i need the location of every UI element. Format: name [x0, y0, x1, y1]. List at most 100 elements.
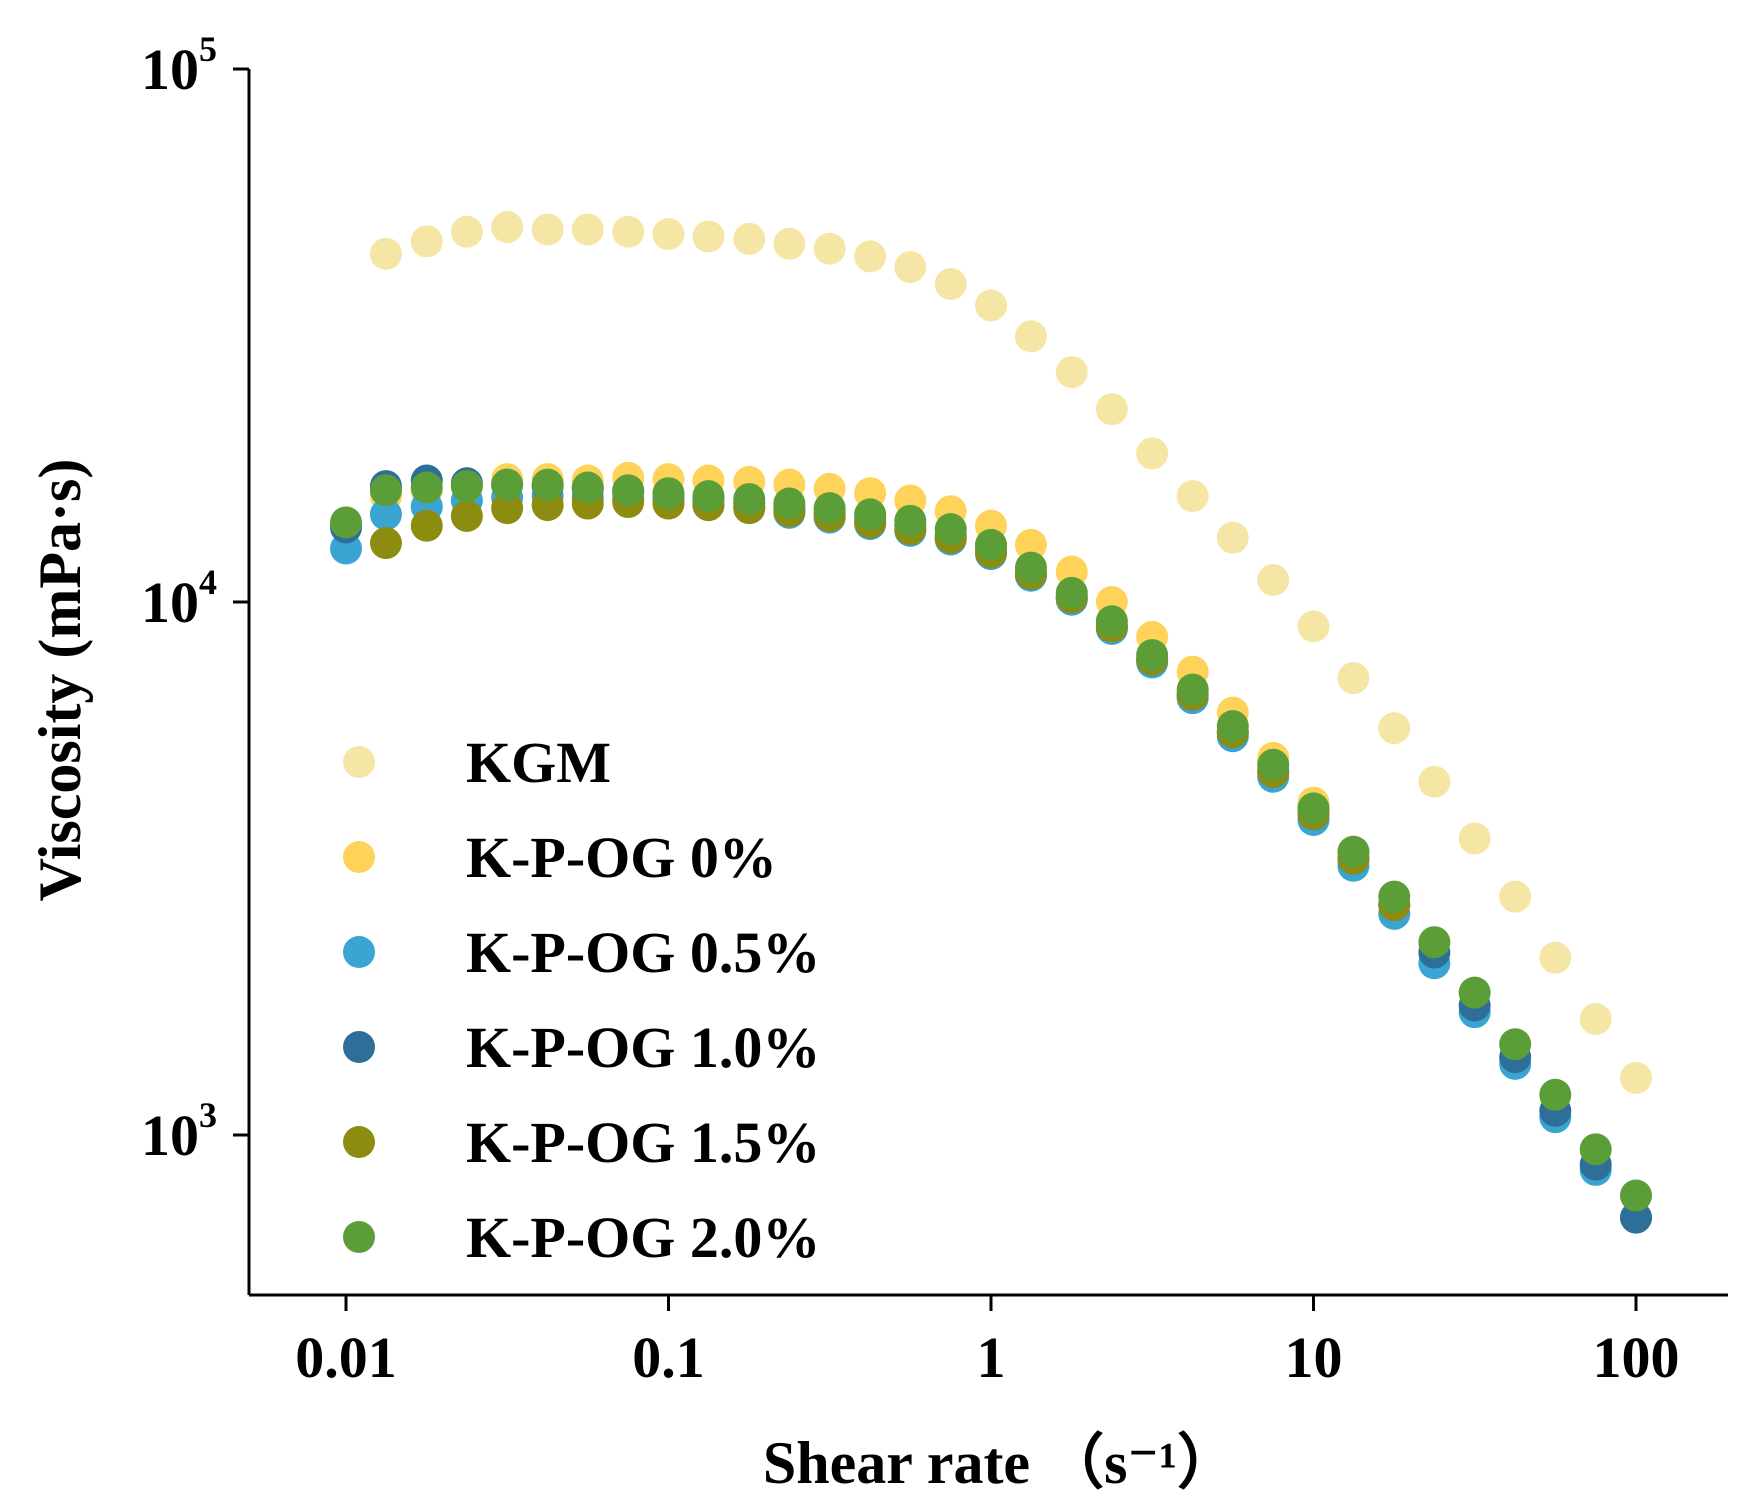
x-tick-label: 1 — [977, 1325, 1006, 1390]
data-point — [450, 499, 483, 532]
data-point — [1297, 610, 1330, 643]
data-point — [1539, 941, 1572, 974]
legend-label: K-P-OG 2.0% — [466, 1205, 820, 1270]
x-tick-label: 100 — [1593, 1325, 1680, 1390]
data-point — [813, 492, 846, 525]
data-point — [1095, 605, 1128, 638]
data-point — [1378, 880, 1411, 913]
data-point — [450, 470, 483, 503]
data-point — [1579, 1003, 1612, 1036]
data-point — [733, 483, 766, 516]
data-point — [1418, 765, 1451, 798]
series-0 — [369, 211, 1652, 1094]
data-point — [773, 487, 806, 520]
data-point — [854, 498, 887, 531]
data-point — [369, 474, 402, 507]
data-point — [410, 225, 443, 258]
data-point — [491, 468, 524, 501]
data-point — [934, 268, 967, 301]
data-point — [1499, 1028, 1532, 1061]
data-point — [1176, 673, 1209, 706]
data-point — [1337, 662, 1370, 695]
data-point — [531, 468, 564, 501]
x-tick-label: 0.1 — [632, 1325, 705, 1390]
legend: KGM K-P-OG 0% K-P-OG 0.5% K-P-OG 1.0% K-P-OG… — [343, 730, 820, 1270]
data-point — [894, 251, 927, 284]
data-point — [1216, 521, 1249, 554]
legend-label: K-P-OG 0.5% — [466, 920, 820, 985]
legend-marker — [343, 1221, 375, 1253]
data-point — [1136, 437, 1169, 470]
data-point — [410, 509, 443, 542]
data-point — [692, 480, 725, 513]
data-point — [1418, 926, 1451, 959]
x-tick-label: 0.01 — [295, 1325, 397, 1390]
y-tick-label: 103 — [141, 1095, 217, 1168]
y-axis-title: Viscosity (mPa·s) — [27, 459, 93, 902]
data-point — [1257, 748, 1290, 781]
legend-marker — [343, 1031, 375, 1063]
x-axis-ticks: 0.01 0.1 1 10 100 — [295, 1295, 1680, 1390]
data-point — [692, 220, 725, 253]
y-axis-ticks: 103 104 105 — [141, 29, 249, 1168]
legend-marker — [343, 936, 375, 968]
data-point — [1014, 528, 1047, 561]
y-tick-label: 105 — [141, 29, 217, 102]
data-point — [1458, 822, 1491, 855]
data-point — [450, 215, 483, 248]
data-point — [1620, 1179, 1652, 1212]
data-point — [571, 213, 604, 246]
x-axis-title: Shear rate （s⁻¹） — [763, 1429, 1237, 1496]
data-point — [612, 474, 645, 507]
y-tick-label: 104 — [141, 562, 217, 635]
data-point — [410, 471, 443, 504]
data-point — [491, 211, 524, 244]
data-point — [934, 513, 967, 546]
legend-label: K-P-OG 1.5% — [466, 1110, 820, 1175]
data-point — [1499, 880, 1532, 913]
data-point — [1297, 792, 1330, 825]
legend-label: KGM — [466, 730, 611, 795]
data-point — [491, 492, 524, 525]
data-point — [1136, 639, 1169, 672]
data-point — [1620, 1201, 1652, 1234]
data-point — [1539, 1078, 1572, 1111]
legend-label: K-P-OG 0% — [466, 825, 777, 890]
data-point — [369, 527, 402, 560]
data-point — [369, 237, 402, 270]
data-point — [531, 213, 564, 246]
data-point — [1257, 563, 1290, 596]
data-point — [733, 222, 766, 255]
data-point — [1337, 835, 1370, 868]
data-point — [854, 240, 887, 273]
legend-marker — [343, 746, 375, 778]
data-point — [369, 498, 402, 531]
data-point — [773, 227, 806, 260]
legend-label: K-P-OG 1.0% — [466, 1015, 820, 1080]
data-point — [1458, 976, 1491, 1009]
data-point — [1216, 710, 1249, 743]
data-point — [1055, 356, 1088, 389]
data-point — [975, 528, 1007, 561]
data-point — [612, 215, 645, 248]
data-point — [813, 232, 846, 265]
data-point — [1378, 712, 1411, 745]
data-point — [330, 506, 362, 539]
data-point — [1176, 480, 1209, 513]
legend-marker — [343, 1126, 375, 1158]
data-point — [652, 477, 685, 510]
data-point — [1579, 1133, 1612, 1166]
data-point — [1014, 320, 1047, 353]
data-point — [1014, 551, 1047, 584]
data-point — [975, 289, 1007, 322]
series-5 — [330, 468, 1652, 1212]
data-point — [571, 471, 604, 504]
data-point — [652, 218, 685, 251]
data-point — [1095, 393, 1128, 426]
legend-marker — [343, 841, 375, 873]
data-point — [1620, 1061, 1652, 1094]
data-points — [330, 211, 1652, 1234]
x-tick-label: 10 — [1285, 1325, 1343, 1390]
data-point — [894, 504, 927, 537]
